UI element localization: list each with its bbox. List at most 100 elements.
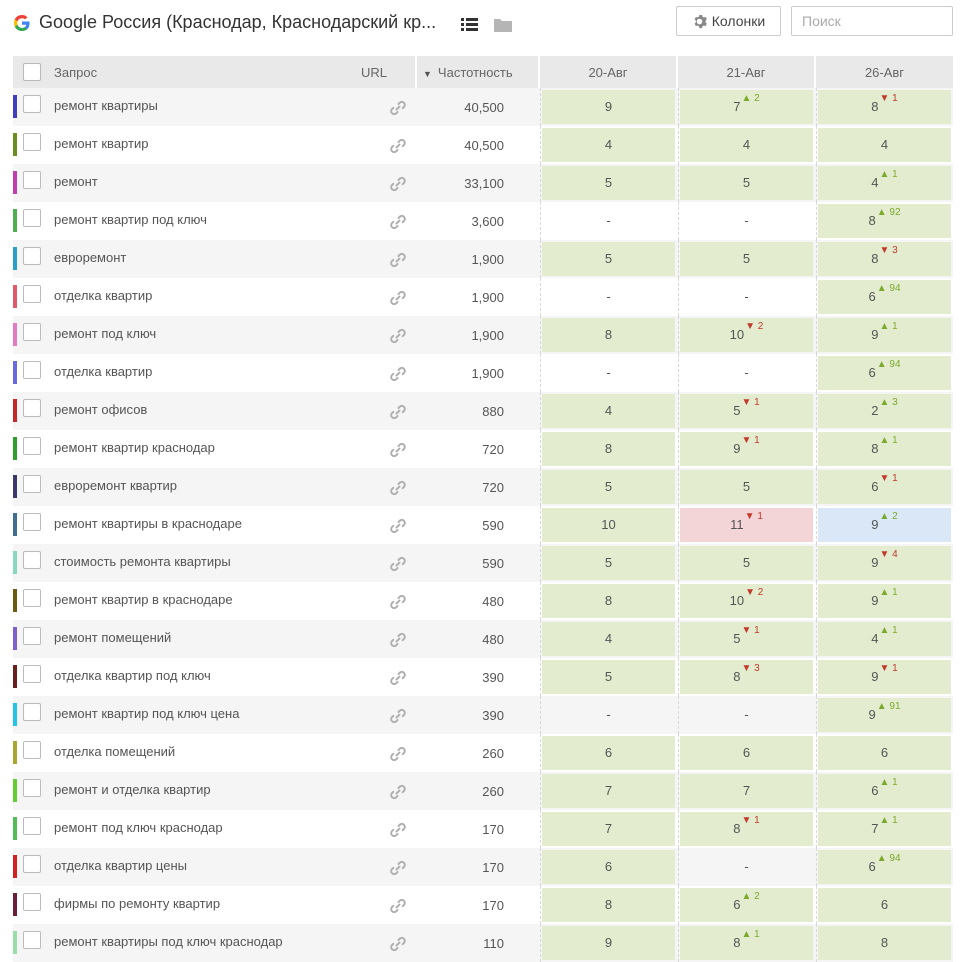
table-row[interactable]: ремонт 33,100 5 5 4▲ 1 [13,164,953,202]
query-text[interactable]: ремонт помещений [54,630,172,645]
query-text[interactable]: ремонт квартир в краснодаре [54,592,233,607]
row-checkbox[interactable] [23,627,41,645]
query-text[interactable]: ремонт под ключ [54,326,157,341]
table-row[interactable]: ремонт квартиры под ключ краснодар 110 9 8▲… [13,924,953,962]
table-row[interactable]: ремонт квартир под ключ 3,600 - - 8▲ 92 [13,202,953,240]
link-icon[interactable] [389,479,407,497]
link-icon[interactable] [389,897,407,915]
list-view-icon[interactable] [461,17,478,32]
query-text[interactable]: стоимость ремонта квартиры [54,554,231,569]
link-icon[interactable] [389,745,407,763]
table-row[interactable]: ремонт квартир краснодар 720 8 9▼ 1 8▲ 1 [13,430,953,468]
link-icon[interactable] [389,669,407,687]
row-checkbox[interactable] [23,779,41,797]
query-text[interactable]: ремонт квартиры под ключ краснодар [54,934,283,949]
table-row[interactable]: ремонт под ключ краснодар 170 7 8▼ 1 7▲ 1 [13,810,953,848]
columns-button[interactable]: Колонки [676,6,781,36]
row-checkbox[interactable] [23,361,41,379]
col-date-header[interactable]: 21-Авг [726,65,766,80]
link-icon[interactable] [389,631,407,649]
link-icon[interactable] [389,593,407,611]
query-text[interactable]: ремонт квартиры [54,98,158,113]
table-row[interactable]: отделка квартир 1,900 - - 6▲ 94 [13,278,953,316]
col-query-header[interactable]: Запрос [54,65,98,80]
row-checkbox[interactable] [23,247,41,265]
table-row[interactable]: отделка квартир под ключ 390 5 8▼ 3 9▼ 1 [13,658,953,696]
link-icon[interactable] [389,99,407,117]
link-icon[interactable] [389,251,407,269]
col-freq-header[interactable]: ▼ Частотность [423,56,513,88]
table-row[interactable]: стоимость ремонта квартиры 590 5 5 9▼ 4 [13,544,953,582]
table-row[interactable]: отделка квартир цены 170 6-6▲ 94 [13,848,953,886]
query-text[interactable]: ремонт офисов [54,402,148,417]
table-row[interactable]: ремонт квартир в краснодаре 480 8 10▼ 2 9▲ 1 [13,582,953,620]
link-icon[interactable] [389,555,407,573]
query-text[interactable]: ремонт под ключ краснодар [54,820,223,835]
col-date-header[interactable]: 26-Авг [864,65,905,80]
link-icon[interactable] [389,517,407,535]
link-icon[interactable] [389,821,407,839]
row-checkbox[interactable] [23,741,41,759]
query-text[interactable]: ремонт квартир [54,136,149,151]
table-row[interactable]: ремонт квартиры 40,500 9 7▲ 2 8▼ 1 [13,88,953,126]
link-icon[interactable] [389,707,407,725]
row-checkbox[interactable] [23,703,41,721]
col-date-header[interactable]: 20-Авг [588,65,628,80]
query-text[interactable]: ремонт [54,174,98,189]
table-row[interactable]: евроремонт 1,900 5 5 8▼ 3 [13,240,953,278]
query-text[interactable]: ремонт и отделка квартир [54,782,211,797]
query-text[interactable]: отделка помещений [54,744,176,759]
row-checkbox[interactable] [23,133,41,151]
link-icon[interactable] [389,441,407,459]
search-input[interactable] [791,6,953,36]
link-icon[interactable] [389,137,407,155]
query-text[interactable]: ремонт квартир под ключ [54,212,207,227]
link-icon[interactable] [389,935,407,953]
row-checkbox[interactable] [23,437,41,455]
row-checkbox[interactable] [23,513,41,531]
table-row[interactable]: ремонт квартиры в краснодаре 590 10 11▼ 1 9▲… [13,506,953,544]
link-icon[interactable] [389,289,407,307]
row-checkbox[interactable] [23,855,41,873]
row-checkbox[interactable] [23,171,41,189]
row-checkbox[interactable] [23,323,41,341]
query-text[interactable]: ремонт квартир краснодар [54,440,215,455]
query-text[interactable]: евроремонт квартир [54,478,178,493]
query-text[interactable]: отделка квартир [54,288,153,303]
row-checkbox[interactable] [23,475,41,493]
row-checkbox[interactable] [23,893,41,911]
folder-icon[interactable] [494,17,512,32]
query-text[interactable]: ремонт квартир под ключ цена [54,706,240,721]
query-text[interactable]: евроремонт [54,250,127,265]
link-icon[interactable] [389,327,407,345]
table-row[interactable]: отделка квартир 1,900 - - 6▲ 94 [13,354,953,392]
row-checkbox[interactable] [23,551,41,569]
query-text[interactable]: фирмы по ремонту квартир [54,896,221,911]
table-row[interactable]: ремонт помещений 480 4 5▼ 1 4▲ 1 [13,620,953,658]
table-row[interactable]: евроремонт квартир 720 5 5 6▼ 1 [13,468,953,506]
query-text[interactable]: отделка квартир под ключ [54,668,211,683]
row-checkbox[interactable] [23,399,41,417]
query-text[interactable]: ремонт квартиры в краснодаре [54,516,242,531]
link-icon[interactable] [389,213,407,231]
row-checkbox[interactable] [23,209,41,227]
row-checkbox[interactable] [23,285,41,303]
table-row[interactable]: ремонт и отделка квартир 260 7 7 6▲ 1 [13,772,953,810]
link-icon[interactable] [389,365,407,383]
row-checkbox[interactable] [23,95,41,113]
query-text[interactable]: отделка квартир [54,364,153,379]
query-text[interactable]: отделка квартир цены [54,858,187,873]
select-all-checkbox[interactable] [23,63,41,81]
table-row[interactable]: ремонт квартир под ключ цена 390 - - 9▲ 91 [13,696,953,734]
row-checkbox[interactable] [23,665,41,683]
link-icon[interactable] [389,175,407,193]
row-checkbox[interactable] [23,589,41,607]
table-row[interactable]: ремонт офисов 880 4 5▼ 1 2▲ 3 [13,392,953,430]
link-icon[interactable] [389,783,407,801]
link-icon[interactable] [389,859,407,877]
row-checkbox[interactable] [23,931,41,949]
table-row[interactable]: ремонт под ключ 1,900 8 10▼ 2 9▲ 1 [13,316,953,354]
table-row[interactable]: ремонт квартир 40,500 4 4 4 [13,126,953,164]
table-row[interactable]: отделка помещений 260 6 6 6 [13,734,953,772]
